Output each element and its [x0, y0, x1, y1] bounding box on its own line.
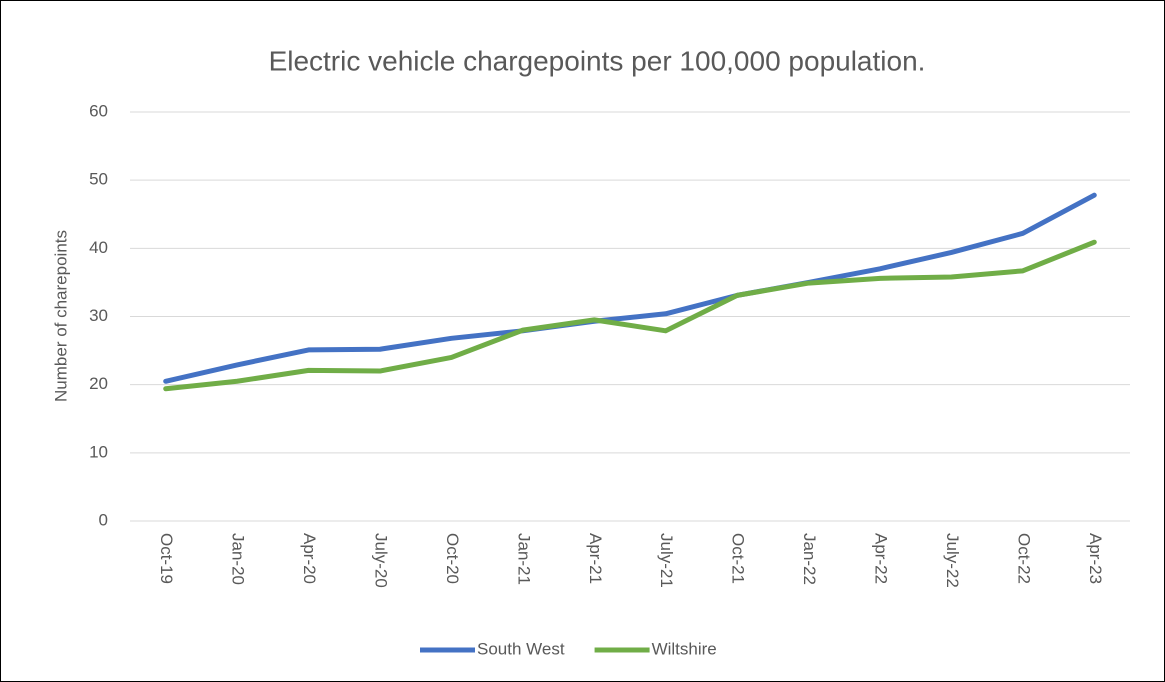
legend-label: Wiltshire: [652, 639, 717, 658]
x-tick-label: Apr-22: [872, 533, 891, 584]
series-line: [163, 239, 1097, 392]
y-axis-title: Number of charepoints: [51, 230, 70, 402]
x-tick-label: Apr-23: [1086, 533, 1105, 584]
x-tick-label: July-22: [943, 533, 962, 588]
x-tick-label: Apr-20: [300, 533, 319, 584]
x-tick-label: Apr-21: [586, 533, 605, 584]
y-tick-label: 0: [99, 510, 108, 529]
y-tick-label: 60: [89, 101, 108, 120]
series-line: [163, 192, 1097, 384]
y-tick-label: 10: [89, 442, 108, 461]
x-tick-label: Oct-21: [729, 533, 748, 584]
y-tick-label: 20: [89, 374, 108, 393]
x-tick-label: July-21: [657, 533, 676, 588]
x-tick-label: Jan-22: [800, 533, 819, 585]
x-tick-label: Jan-20: [229, 533, 248, 585]
chart-title: Electric vehicle chargepoints per 100,00…: [269, 45, 926, 76]
x-tick-label: Oct-20: [443, 533, 462, 584]
y-tick-label: 50: [89, 170, 108, 189]
x-tick-label: July-20: [372, 533, 391, 588]
legend-label: South West: [477, 639, 565, 658]
x-tick-label: Oct-22: [1014, 533, 1033, 584]
x-tick-label: Oct-19: [157, 533, 176, 584]
y-tick-label: 40: [89, 238, 108, 257]
y-tick-label: 30: [89, 306, 108, 325]
x-tick-label: Jan-21: [514, 533, 533, 585]
